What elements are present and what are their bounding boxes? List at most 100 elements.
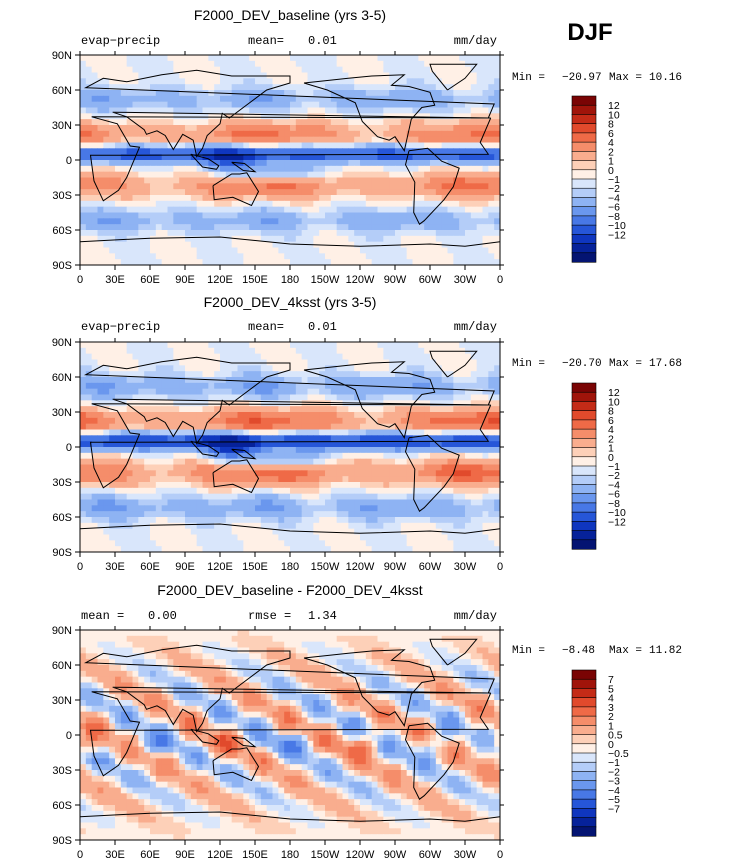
field-cell: [237, 382, 244, 390]
field-cell: [470, 406, 478, 413]
field-cell: [459, 206, 466, 213]
field-cell: [348, 60, 355, 68]
field-cell: [103, 165, 110, 173]
field-cell: [441, 476, 448, 483]
field-cell: [150, 412, 157, 419]
field-cell: [220, 95, 227, 103]
field-cell: [85, 493, 93, 500]
field-cell: [336, 482, 343, 489]
colorbar-label: 0: [608, 165, 614, 177]
field-cell: [488, 60, 495, 68]
field-cell: [301, 359, 308, 366]
field-cell: [214, 183, 221, 190]
field-cell: [441, 78, 448, 85]
field-cell: [150, 235, 157, 243]
field-cell: [278, 458, 285, 465]
field-cell: [97, 142, 104, 149]
field-cell: [132, 417, 139, 425]
field-cell: [482, 224, 489, 231]
field-cell: [278, 435, 285, 442]
field-cell: [272, 119, 279, 126]
field-cell: [470, 125, 478, 132]
field-cell: [307, 235, 314, 243]
field-cell: [459, 429, 466, 436]
field-cell: [319, 171, 326, 178]
field-cell: [255, 60, 262, 68]
field-cell: [348, 353, 355, 360]
field-cell: [395, 183, 402, 190]
field-cell: [109, 499, 116, 506]
field-cell: [272, 423, 279, 430]
field-cell: [85, 55, 93, 62]
field-cell: [155, 412, 163, 419]
field-cell: [400, 377, 408, 384]
field-cell: [435, 452, 443, 460]
field-cell: [115, 347, 122, 355]
field-cell: [459, 365, 466, 372]
field-cell: [179, 429, 186, 436]
field-cell: [179, 230, 186, 237]
field-cell: [266, 177, 273, 184]
field-cell: [377, 212, 384, 219]
field-cell: [319, 101, 326, 108]
field-cell: [336, 359, 343, 366]
field-cell: [482, 183, 489, 190]
field-cell: [488, 429, 495, 436]
field-cell: [447, 359, 454, 366]
field-cell: [132, 423, 139, 430]
field-cell: [260, 342, 268, 349]
field-cell: [109, 487, 116, 495]
field-cell: [126, 212, 133, 219]
field-cell: [225, 447, 233, 454]
field-cell: [395, 347, 402, 355]
field-cell: [447, 394, 454, 401]
field-cell: [190, 511, 198, 518]
field-cell: [395, 66, 402, 73]
field-cell: [494, 148, 500, 155]
field-cell: [290, 359, 297, 366]
field-cell: [459, 493, 466, 500]
field-cell: [80, 195, 87, 202]
field-cell: [476, 423, 483, 430]
field-cell: [249, 476, 256, 483]
field-cell: [150, 165, 157, 173]
field-cell: [214, 200, 221, 208]
field-cell: [150, 353, 157, 360]
field-cell: [307, 464, 314, 471]
field-cell: [85, 447, 93, 454]
field-cell: [342, 423, 349, 430]
field-cell: [173, 60, 180, 68]
field-cell: [85, 113, 93, 120]
field-cell: [161, 224, 168, 231]
field-cell: [138, 429, 145, 436]
field-cell: [453, 154, 460, 161]
field-cell: [155, 177, 163, 184]
field-cell: [243, 522, 250, 530]
field-cell: [325, 212, 332, 219]
field-cell: [196, 241, 203, 248]
field-cell: [115, 142, 122, 149]
colorbar-label: −1: [608, 174, 620, 186]
field-cell: [377, 470, 384, 477]
field-cell: [307, 347, 314, 355]
field-cell: [336, 247, 343, 254]
field-cell: [260, 183, 268, 190]
field-cell: [138, 253, 145, 260]
field-cell: [389, 60, 396, 68]
field-cell: [418, 505, 425, 512]
field-cell: [319, 470, 326, 477]
field-cell: [231, 113, 238, 120]
field-cell: [447, 517, 454, 524]
field-cell: [138, 470, 145, 477]
field-cell: [80, 148, 87, 155]
stat-max-label: Max =: [609, 72, 642, 84]
field-cell: [465, 353, 472, 360]
field-cell: [430, 482, 437, 489]
field-cell: [255, 441, 262, 448]
field-cell: [155, 113, 163, 120]
field-cell: [295, 447, 303, 454]
field-cell: [185, 347, 192, 355]
field-cell: [476, 447, 483, 454]
field-cell: [465, 84, 472, 91]
field-cell: [167, 72, 174, 79]
